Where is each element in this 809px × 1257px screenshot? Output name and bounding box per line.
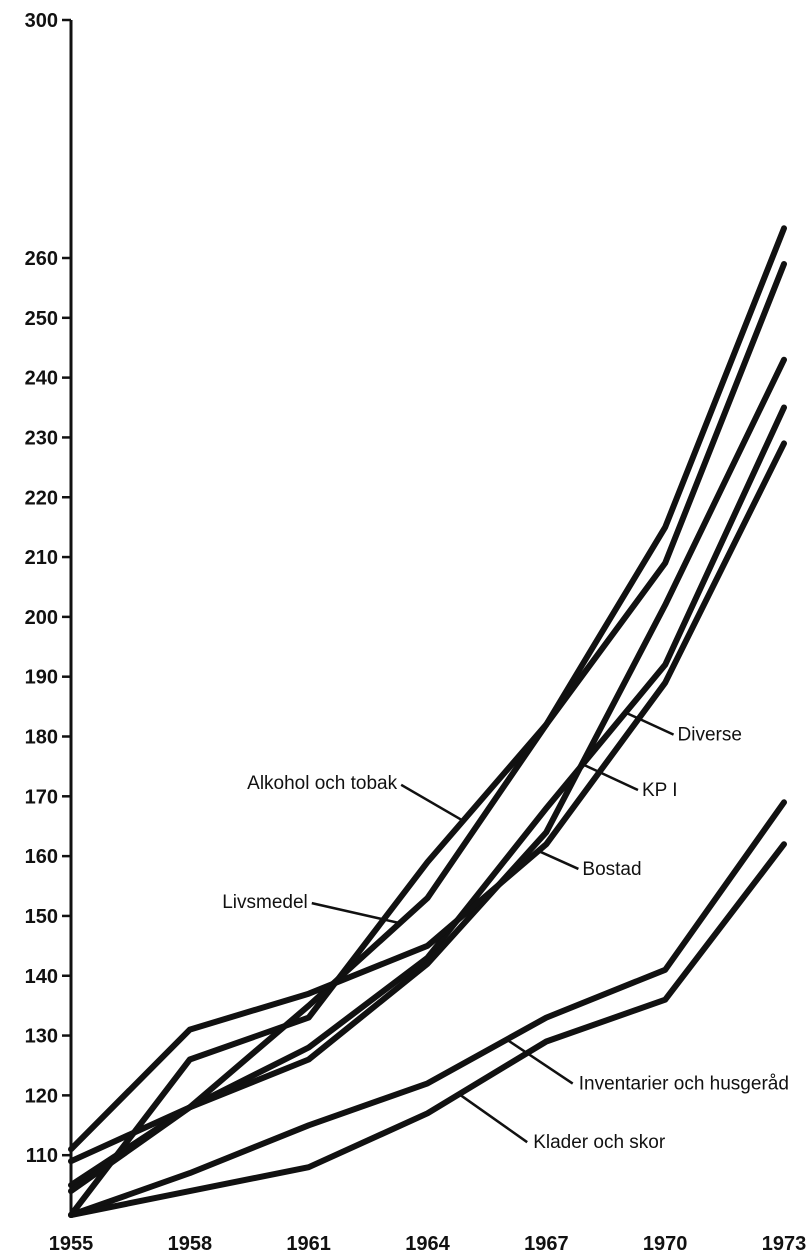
y-tick-label: 260	[25, 248, 58, 270]
annotation-leader	[311, 901, 401, 925]
annotation-label: Bostad	[582, 859, 641, 880]
y-tick-label: 220	[25, 487, 58, 509]
x-tick-label: 1964	[405, 1233, 450, 1255]
series-line-6	[68, 841, 787, 1218]
x-tick-label: 1958	[168, 1233, 213, 1255]
y-tick-label: 170	[25, 786, 58, 808]
annotation-leader	[400, 783, 464, 822]
y-tick-label: 240	[25, 368, 58, 390]
y-tick-label: 230	[25, 427, 58, 449]
y-tick-label: 190	[25, 667, 58, 689]
series-line-0	[68, 225, 787, 1218]
y-tick-label: 160	[25, 846, 58, 868]
annotation-label: Alkohol och tobak	[247, 773, 397, 794]
y-tick-label: 250	[25, 308, 58, 330]
y-tick-label: 120	[25, 1085, 58, 1107]
y-tick-label: 130	[25, 1026, 58, 1048]
annotation-label: Diverse	[678, 725, 742, 746]
y-tick-label: 140	[25, 966, 58, 988]
x-tick-label: 1973	[762, 1233, 807, 1255]
annotation-label: Klader och skor	[533, 1132, 666, 1153]
annotation-label: Livsmedel	[222, 892, 308, 913]
series-line-3	[68, 356, 787, 1195]
annotation-leader	[625, 711, 675, 736]
y-tick-label: 210	[25, 547, 58, 569]
x-tick-label: 1961	[286, 1233, 331, 1255]
x-tick-label: 1955	[49, 1233, 94, 1255]
annotation-leader	[458, 1093, 528, 1144]
series-line-4	[68, 440, 787, 1153]
series-line-5	[68, 799, 787, 1218]
x-axis-ticks: 1955 1958 1961 1964 1967 1970 1973	[49, 1233, 807, 1255]
y-tick-label: 150	[25, 906, 58, 928]
y-tick-label: 180	[25, 727, 58, 749]
annotation-leader	[537, 849, 579, 871]
x-tick-label: 1967	[524, 1233, 569, 1255]
annotation-leader	[506, 1038, 574, 1085]
annotation-leader	[581, 762, 639, 792]
y-tick-label: 300	[25, 10, 58, 32]
series-annotations: Alkohol och tobak Livsmedel Diverse KP I Bos…	[222, 711, 789, 1153]
series-lines	[68, 225, 787, 1218]
x-tick-label: 1970	[643, 1233, 688, 1255]
annotation-label: KP I	[642, 780, 678, 801]
annotation-label: Inventarier och husgeråd	[579, 1074, 789, 1095]
y-tick-label: 200	[25, 607, 58, 629]
y-tick-label: 110	[26, 1145, 58, 1167]
y-axis-ticks: 110 120 130 140 150 160 170 180 190 200 210 220 230 2…	[25, 10, 71, 1167]
